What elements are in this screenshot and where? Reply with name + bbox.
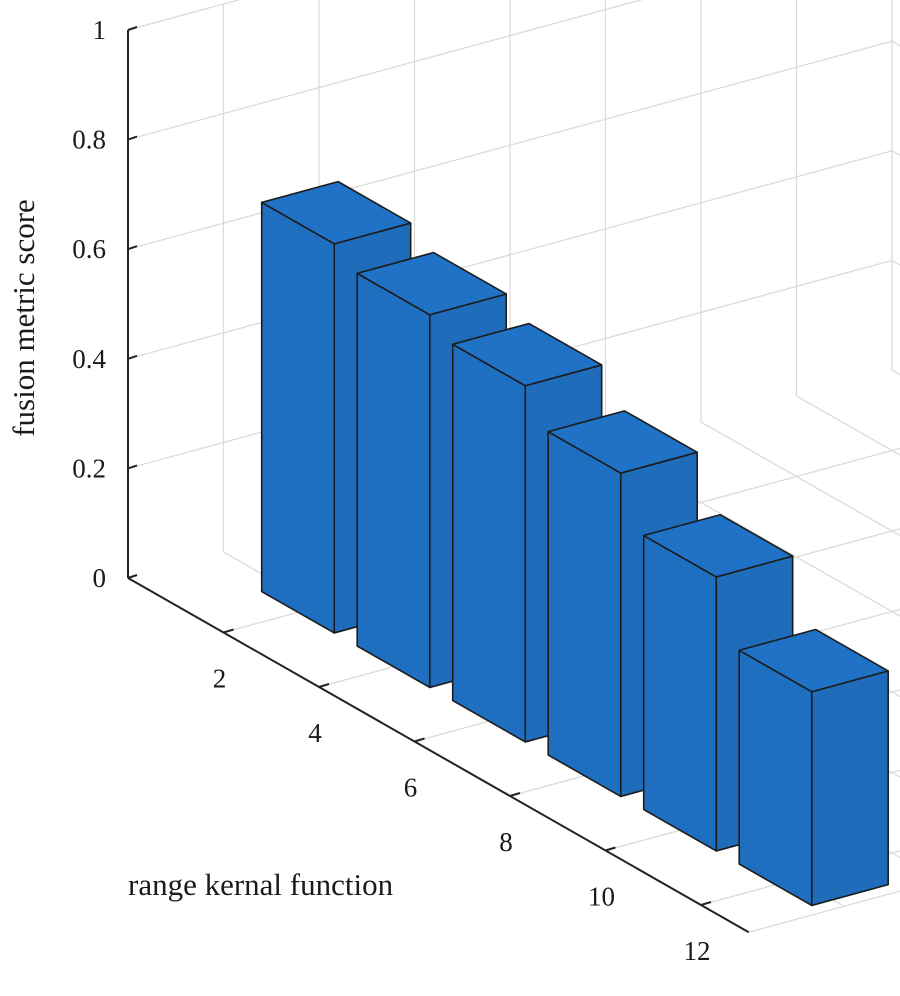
z-tick-label: 0.4 [72, 344, 106, 374]
z-axis-tick [127, 135, 138, 141]
bar-side-face [547, 430, 622, 798]
grid-line-floor-depth [605, 447, 900, 617]
bar-side-face [738, 649, 813, 907]
grid-line-right-wall-z [891, 40, 900, 47]
bar-12 [738, 628, 889, 907]
bar-side-face [260, 201, 336, 634]
z-axis-tick [127, 245, 138, 251]
bar-side-face [356, 272, 431, 689]
grid-line-floor-depth [891, 369, 900, 376]
bar-top-face [547, 410, 698, 474]
x-axis-line [127, 577, 750, 934]
x-tick-label: 2 [213, 664, 227, 694]
bar-layer [260, 180, 889, 907]
bar-top-face [642, 513, 794, 578]
x-tick-label: 6 [404, 773, 418, 803]
z-tick-label: 0.6 [72, 234, 106, 264]
z-axis-tick [127, 574, 138, 579]
z-axis-tick [127, 354, 138, 360]
x-tick-label: 8 [499, 827, 513, 857]
grid-line-right-wall-z [891, 259, 900, 266]
x-axis-tick [509, 792, 521, 797]
grid-line-right-wall-z [891, 150, 900, 157]
grid-line-floor-front [748, 890, 900, 933]
grid-line-right-wall-z [891, 369, 900, 376]
x-tick-label: 12 [684, 936, 711, 966]
bar-top-face [738, 628, 889, 693]
x-tick-label: 4 [308, 718, 322, 748]
x-axis-title: range kernal function [128, 867, 394, 902]
z-axis-tick [127, 464, 138, 470]
x-axis-tick [700, 901, 712, 906]
grid-line-right-wall-z [892, 0, 900, 176]
axis-layer [127, 26, 750, 934]
bar-side-face [451, 343, 527, 743]
z-tick-label: 1 [93, 15, 107, 45]
x-axis-tick [414, 737, 425, 743]
x-axis-tick [223, 628, 234, 634]
bar-top-face [356, 251, 507, 316]
z-tick-label: 0.8 [72, 125, 106, 155]
x-axis-tick [605, 846, 616, 852]
bar-top-face [260, 180, 412, 245]
y-axis-title: fusion metric score [6, 199, 41, 437]
grid-line-floor-depth [700, 421, 900, 537]
z-axis-tick [127, 26, 138, 31]
x-axis-tick [318, 683, 330, 688]
z-tick-label: 0 [93, 563, 107, 593]
bar-front-face [810, 670, 889, 907]
bar-top-face [451, 322, 603, 387]
z-tick-label: 0.2 [72, 453, 106, 483]
bar-side-face [642, 534, 718, 852]
x-tick-label: 10 [588, 882, 615, 912]
